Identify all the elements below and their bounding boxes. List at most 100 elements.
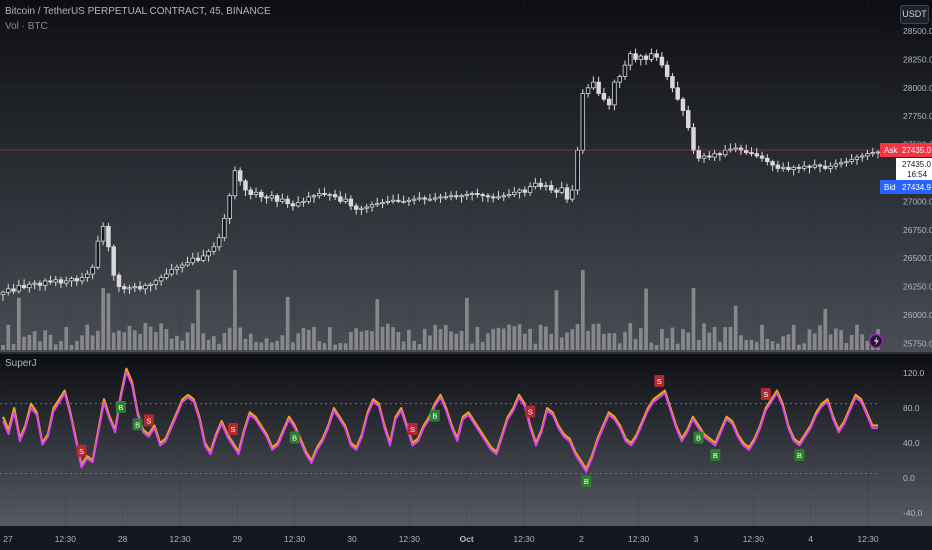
- candle-body: [638, 55, 644, 60]
- volume-bar: [465, 297, 469, 350]
- candle-body: [585, 87, 591, 94]
- candle-body: [253, 191, 259, 195]
- candle-body: [290, 203, 296, 207]
- candle-body: [269, 195, 275, 199]
- chart-title[interactable]: Bitcoin / TetherUS PERPETUAL CONTRACT, 4…: [5, 6, 271, 17]
- candle-body: [237, 170, 243, 182]
- candle-body: [659, 56, 665, 66]
- volume-bar: [823, 308, 828, 350]
- volume-bar: [349, 331, 353, 350]
- candle-body: [875, 151, 881, 154]
- candle-body: [353, 205, 359, 210]
- candle-body: [390, 199, 396, 202]
- price-tick-label: 28250.0: [903, 54, 932, 64]
- volume-bar: [117, 330, 121, 350]
- last-price-tag: [896, 158, 932, 180]
- volume-bar: [749, 339, 754, 350]
- candle-body: [622, 64, 628, 77]
- candle-body: [796, 166, 802, 169]
- volume-bar: [96, 330, 100, 350]
- volume-bar: [396, 331, 401, 350]
- candle-body: [343, 198, 348, 202]
- volume-bar: [633, 339, 638, 350]
- currency-button[interactable]: USDT: [900, 5, 929, 24]
- candle-body: [411, 198, 417, 201]
- volume-bar: [317, 341, 322, 350]
- volume-bar: [728, 326, 733, 350]
- signal-label: S: [657, 377, 662, 386]
- candle-body: [306, 196, 311, 202]
- candle-body: [90, 266, 95, 275]
- volume-bar: [1, 345, 5, 350]
- candle-body: [417, 197, 422, 200]
- candle-body: [248, 189, 253, 195]
- volume-bar: [238, 327, 243, 350]
- candle-body: [264, 196, 269, 199]
- candle-body: [538, 182, 543, 188]
- candle-body: [438, 196, 443, 199]
- candle-body: [443, 196, 449, 199]
- volume-bar: [507, 324, 511, 350]
- volume-indicator-label[interactable]: Vol · BTC: [5, 21, 48, 32]
- candle-body: [628, 53, 633, 66]
- candle-body: [854, 156, 860, 160]
- time-tick-label: 12:30: [169, 534, 191, 544]
- time-tick-label: 12:30: [857, 534, 879, 544]
- candle-body: [364, 206, 369, 209]
- volume-bar: [101, 288, 105, 350]
- oscillator-indicator-label[interactable]: SuperJ: [5, 358, 37, 369]
- time-axis[interactable]: 27 12:30 28 12:30 29 12:30 30 12:30 Oct 12:30 2 12:…: [3, 534, 879, 544]
- bar-countdown: 16:54: [907, 170, 928, 179]
- signal-label: S: [230, 425, 235, 434]
- candle-body: [401, 200, 406, 203]
- volume-bar: [111, 332, 116, 350]
- volume-bar: [512, 326, 517, 350]
- candle-body: [332, 194, 338, 198]
- candle-body: [454, 195, 459, 198]
- candle-body: [533, 182, 538, 188]
- candle-body: [575, 149, 580, 191]
- candle-body: [21, 285, 27, 289]
- candle-body: [16, 285, 22, 292]
- volume-bar: [533, 343, 538, 350]
- volume-bar: [691, 288, 696, 350]
- volume-bar: [470, 343, 474, 350]
- candle-body: [701, 155, 707, 159]
- volume-bar: [781, 336, 785, 350]
- signal-label: B: [584, 477, 589, 486]
- candle-body: [664, 64, 670, 77]
- candle-body: [274, 195, 280, 202]
- volume-bar: [617, 343, 622, 350]
- volume-bar: [190, 323, 195, 350]
- candle-body: [522, 189, 528, 193]
- oscillator-scale[interactable]: 120.0 80.0 40.0 0.0 -40.0: [903, 368, 925, 518]
- last-price-value: 27435.0: [902, 160, 931, 169]
- volume-bar: [559, 337, 564, 350]
- volume-bar: [770, 341, 775, 350]
- candle-body: [485, 195, 491, 198]
- candle-body: [807, 165, 812, 168]
- candle-body: [812, 164, 817, 168]
- sell-signal-marker: [760, 388, 771, 401]
- volume-bar: [696, 340, 701, 350]
- time-tick-label: 4: [808, 534, 813, 544]
- time-tick-label: 2: [579, 534, 584, 544]
- volume-bar: [454, 333, 459, 350]
- candle-body: [222, 218, 227, 239]
- oscillator-pane-background: [0, 354, 932, 526]
- candle-body: [754, 153, 760, 157]
- volume-bar: [164, 329, 169, 350]
- volume-bar: [786, 334, 791, 350]
- volume-bar: [306, 329, 311, 350]
- lightning-icon[interactable]: [868, 333, 884, 349]
- volume-bar: [196, 289, 200, 350]
- volume-bar: [723, 327, 727, 350]
- pane-separator[interactable]: [0, 352, 932, 354]
- volume-bar: [280, 335, 285, 350]
- volume-bar: [849, 335, 854, 350]
- volume-bar: [259, 342, 264, 350]
- signal-label: B: [713, 451, 718, 460]
- volume-bar: [675, 343, 680, 350]
